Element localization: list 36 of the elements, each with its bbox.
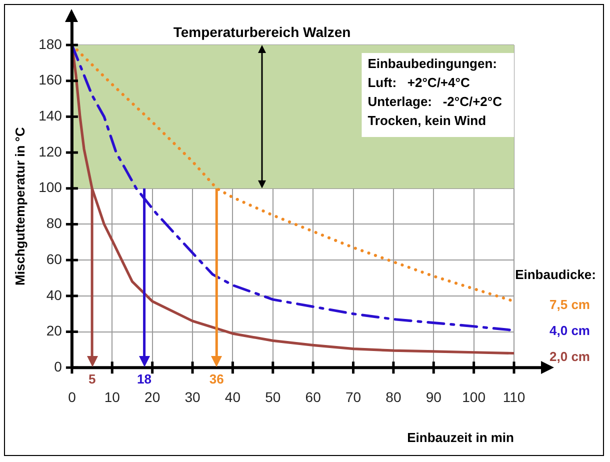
y-tick-label: 20 <box>46 322 62 339</box>
text: 2,0 cm <box>550 349 590 364</box>
y-tick-label: 0 <box>54 358 62 374</box>
y-tick-label: 40 <box>46 286 62 303</box>
ref-line-label: 36 <box>209 372 224 387</box>
y-tick-label: 100 <box>38 179 62 196</box>
x-tick-label: 0 <box>68 388 76 405</box>
annotation: Einbaubedingungen: <box>368 56 497 72</box>
x-tick-label: 30 <box>184 388 201 405</box>
annotation: Trocken, kein Wind <box>368 113 486 128</box>
x-tick-label: 90 <box>426 388 442 405</box>
annotation: Unterlage: -2°C/+2°C <box>368 94 503 110</box>
x-tick-label: 110 <box>502 388 526 405</box>
ref-line-label: 5 <box>88 372 96 387</box>
annotation: Luft: +2°C/+4°C <box>368 75 470 90</box>
x-tick-label: 10 <box>104 388 120 405</box>
x-tick-label: 100 <box>462 388 486 405</box>
band-label: Temperaturbereich Walzen <box>173 24 351 40</box>
text: 7,5 cm <box>550 297 590 312</box>
ref-line-label: 18 <box>137 372 152 387</box>
x-tick-label: 80 <box>386 388 402 405</box>
y-tick-label: 80 <box>46 215 62 232</box>
legend-title: Einbaudicke: <box>515 267 596 282</box>
y-tick-label: 160 <box>38 72 62 88</box>
x-tick-label: 20 <box>144 388 160 405</box>
x-tick-label: 70 <box>345 388 362 405</box>
text: 4,0 cm <box>550 323 590 338</box>
y-tick-label: 180 <box>38 36 62 52</box>
x-tick-label: 50 <box>265 388 281 405</box>
x-axis-title: Einbauzeit in min <box>407 430 514 445</box>
y-tick-label: 120 <box>38 143 62 160</box>
y-tick-label: 140 <box>38 108 62 124</box>
x-tick-label: 60 <box>305 388 322 405</box>
x-tick-label: 40 <box>224 388 241 405</box>
y-tick-label: 60 <box>46 250 62 267</box>
y-axis-title: Mischguttemperatur in °C <box>12 126 28 286</box>
